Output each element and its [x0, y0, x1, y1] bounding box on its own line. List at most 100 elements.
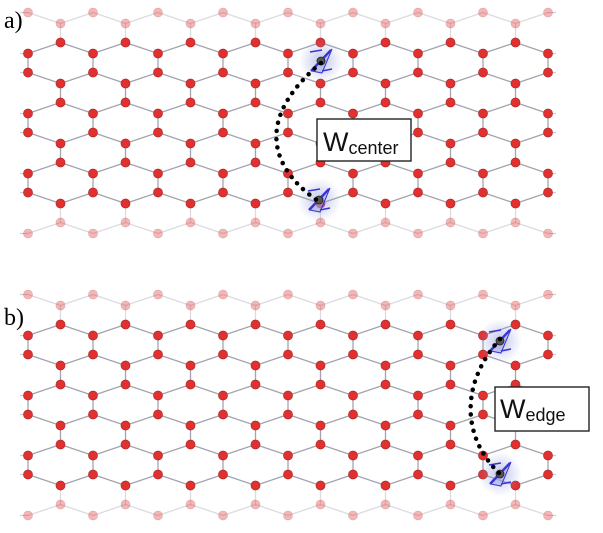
atom — [445, 499, 456, 510]
bond — [222, 41, 256, 55]
atom — [283, 289, 293, 300]
bond — [482, 191, 516, 205]
atom — [478, 289, 488, 300]
bond — [417, 473, 451, 487]
bond — [125, 41, 159, 55]
bond — [27, 443, 61, 457]
bond — [385, 443, 419, 457]
atom — [348, 349, 358, 360]
atom — [445, 379, 456, 390]
bond — [157, 323, 191, 337]
atom — [250, 499, 261, 510]
bond — [125, 503, 159, 517]
atom — [478, 228, 488, 239]
atom — [380, 37, 391, 48]
bond — [352, 353, 386, 367]
bond — [157, 161, 191, 175]
bond — [125, 353, 159, 367]
bond — [287, 101, 321, 115]
atom — [250, 379, 261, 390]
lattice-b — [20, 289, 556, 521]
bond — [60, 221, 94, 235]
bond — [27, 11, 61, 25]
bond — [125, 383, 159, 397]
bond — [125, 101, 159, 115]
bond — [385, 473, 419, 487]
bond — [515, 131, 549, 145]
bond — [515, 503, 549, 517]
atom — [88, 450, 98, 461]
atom — [218, 7, 228, 18]
atom — [445, 439, 456, 450]
bond — [287, 353, 321, 367]
bond — [385, 11, 419, 25]
bond — [92, 383, 126, 397]
bond — [482, 101, 516, 115]
bond — [320, 323, 354, 337]
atom — [510, 138, 521, 149]
bond — [417, 413, 451, 427]
atom — [120, 138, 131, 149]
atom — [218, 168, 228, 179]
bond — [385, 323, 419, 337]
atom — [510, 97, 521, 108]
bond — [157, 221, 191, 235]
atom — [185, 300, 196, 311]
bond — [287, 383, 321, 397]
panel-b: b) Wedge — [4, 289, 590, 521]
atom — [283, 108, 293, 119]
atom — [380, 480, 391, 491]
bond — [92, 413, 126, 427]
bond — [60, 473, 94, 487]
bond — [352, 473, 386, 487]
atom — [250, 217, 261, 228]
bond — [482, 503, 516, 517]
bond — [27, 353, 61, 367]
bond — [60, 161, 94, 175]
atom — [380, 78, 391, 89]
bond — [450, 383, 484, 397]
bond — [515, 323, 549, 337]
atom — [185, 379, 196, 390]
bond — [450, 221, 484, 235]
atom — [445, 78, 456, 89]
atom — [380, 360, 391, 371]
bond — [157, 503, 191, 517]
bond — [482, 41, 516, 55]
bond — [255, 161, 289, 175]
atom — [510, 78, 521, 89]
bond — [27, 161, 61, 175]
bonds — [20, 293, 556, 517]
bond — [92, 71, 126, 85]
atom — [153, 48, 163, 59]
atom — [250, 138, 261, 149]
bond — [222, 11, 256, 25]
bond — [417, 503, 451, 517]
bond — [92, 323, 126, 337]
atom — [153, 187, 163, 198]
atom — [380, 499, 391, 510]
atom — [250, 78, 261, 89]
atom — [543, 228, 553, 239]
bond — [385, 101, 419, 115]
bond — [255, 323, 289, 337]
atom — [413, 390, 423, 401]
bond — [450, 413, 484, 427]
bond — [60, 71, 94, 85]
atom — [478, 510, 488, 521]
atom — [315, 379, 326, 390]
bond — [515, 191, 549, 205]
atom — [283, 67, 293, 78]
atom — [478, 48, 488, 59]
atom — [88, 510, 98, 521]
bond — [60, 323, 94, 337]
bond — [60, 353, 94, 367]
bond — [255, 353, 289, 367]
atoms — [23, 7, 553, 239]
atom — [218, 349, 228, 360]
atom — [348, 390, 358, 401]
bond — [287, 221, 321, 235]
bond — [157, 101, 191, 115]
bond — [60, 383, 94, 397]
atom — [185, 319, 196, 330]
